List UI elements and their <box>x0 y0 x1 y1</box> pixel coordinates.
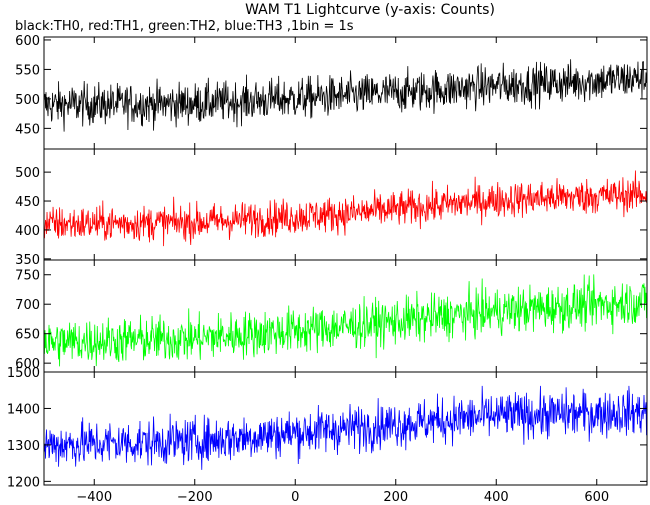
y-tick-label-TH1: 450 <box>15 195 40 210</box>
y-tick-label-TH3: 1500 <box>7 366 40 381</box>
y-tick-label-TH1: 400 <box>15 224 40 239</box>
x-tick-label: −400 <box>76 490 112 505</box>
y-tick-label-TH0: 600 <box>15 34 40 49</box>
series-line-TH2 <box>44 274 647 367</box>
y-tick-label-TH1: 350 <box>15 253 40 268</box>
y-tick-label-TH2: 750 <box>15 269 40 284</box>
chart-title: WAM T1 Lightcurve (y-axis: Counts) <box>245 2 495 18</box>
y-tick-label-TH3: 1400 <box>7 402 40 417</box>
y-tick-label-TH2: 650 <box>15 328 40 343</box>
y-tick-label-TH0: 500 <box>15 93 40 108</box>
series-line-TH1 <box>44 170 647 247</box>
chart-subtitle: black:TH0, red:TH1, green:TH2, blue:TH3 … <box>15 19 354 34</box>
panel-frame-TH3 <box>43 371 648 486</box>
y-tick-label-TH3: 1200 <box>7 475 40 490</box>
y-tick-label-TH2: 700 <box>15 298 40 313</box>
y-tick-label-TH3: 1300 <box>7 439 40 454</box>
series-line-TH0 <box>44 59 647 132</box>
y-tick-label-TH2: 600 <box>15 357 40 372</box>
x-tick-label: 200 <box>383 490 408 505</box>
x-tick-label: −200 <box>177 490 213 505</box>
y-tick-label-TH1: 500 <box>15 166 40 181</box>
x-tick-label: 600 <box>584 490 609 505</box>
y-tick-label-TH0: 550 <box>15 63 40 78</box>
series-line-TH3 <box>44 385 647 470</box>
x-tick-label: 400 <box>484 490 509 505</box>
panels-group: 450 500 550 600 350 400 450 500 600 650 700 750 1200… <box>7 34 648 505</box>
x-tick-label: 0 <box>291 490 299 505</box>
y-tick-label-TH0: 450 <box>15 122 40 137</box>
